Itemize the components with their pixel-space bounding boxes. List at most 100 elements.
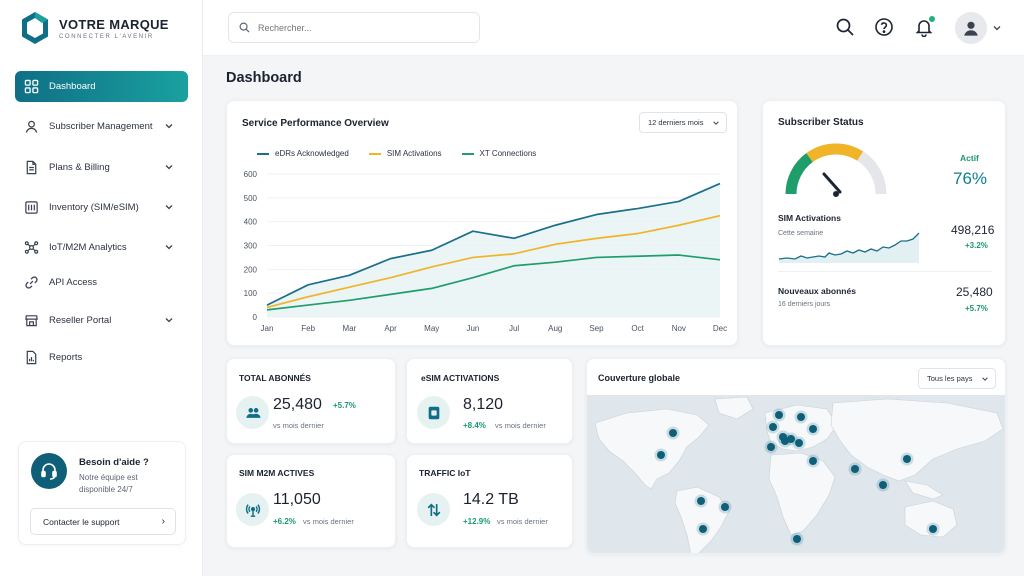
stat-sub: vs mois dernier xyxy=(497,517,548,526)
map-land-africa xyxy=(768,452,836,536)
world-coverage-map[interactable] xyxy=(587,395,1006,554)
help-icon[interactable] xyxy=(874,17,894,37)
sidebar-item-api-access[interactable]: API Access xyxy=(15,267,188,298)
brand-logo[interactable]: VOTRE MARQUE CONNECTER L'AVENIR xyxy=(20,11,169,45)
chevron-down-icon xyxy=(165,318,173,323)
antenna-icon xyxy=(236,493,269,526)
gauge-segment-green xyxy=(785,153,814,195)
legend-label: eDRs Acknowledged xyxy=(275,149,349,158)
sidebar-item-reseller-portal[interactable]: Reseller Portal xyxy=(15,305,188,336)
notifications-button[interactable] xyxy=(914,16,935,38)
coverage-point[interactable] xyxy=(769,423,777,431)
sidebar-item-dashboard[interactable]: Dashboard xyxy=(15,71,188,102)
divider xyxy=(778,271,992,272)
network-icon xyxy=(24,241,39,254)
country-filter-select[interactable]: Tous les pays xyxy=(918,368,996,389)
page-title: Dashboard xyxy=(226,70,302,86)
sidebar-item-inventory[interactable]: Inventory (SIM/eSIM) xyxy=(15,192,188,223)
report-icon xyxy=(26,350,37,365)
coverage-point[interactable] xyxy=(793,535,801,543)
stat-value: 14.2 TB xyxy=(463,491,519,508)
sidebar-item-label: Inventory (SIM/eSIM) xyxy=(49,202,139,213)
series-line-sim-activations xyxy=(266,214,721,309)
legend-item[interactable]: eDRs Acknowledged xyxy=(257,149,349,158)
contact-support-button[interactable]: Contacter le support › xyxy=(30,508,176,535)
x-tick-label: Aug xyxy=(548,324,562,333)
new-subscribers-sub: 16 derniers jours xyxy=(778,301,831,308)
coverage-point[interactable] xyxy=(809,425,817,433)
stat-value: 25,480 xyxy=(273,396,322,413)
coverage-point[interactable] xyxy=(809,457,817,465)
sim-activations-delta: +3.2% xyxy=(965,241,988,250)
chevron-down-icon[interactable] xyxy=(992,23,1002,33)
sidebar-item-plans-billing[interactable]: Plans & Billing xyxy=(15,152,188,183)
gauge-segment-yellow xyxy=(806,143,864,163)
coverage-title: Couverture globale xyxy=(598,373,681,383)
search-icon[interactable] xyxy=(835,17,855,37)
sim-activations-label: SIM Activations xyxy=(778,213,841,223)
map-land-asia xyxy=(830,398,1004,482)
sidebar-item-reports[interactable]: Reports xyxy=(15,342,188,373)
stat-delta: +6.2% xyxy=(273,517,296,526)
coverage-point[interactable] xyxy=(699,525,707,533)
legend-swatch xyxy=(368,152,381,155)
legend-swatch xyxy=(257,152,269,155)
users-icon xyxy=(236,396,269,429)
new-subscribers-label: Nouveaux abonnés xyxy=(778,286,856,296)
series-line-edrs-acknowledged xyxy=(266,182,721,306)
transfer-icon xyxy=(417,493,450,526)
x-tick-label: Dec xyxy=(713,324,727,333)
coverage-point[interactable] xyxy=(767,443,775,451)
coverage-point[interactable] xyxy=(879,481,887,489)
coverage-point[interactable] xyxy=(657,451,665,459)
map-land-north-america xyxy=(594,408,710,490)
coverage-card: Couverture globale Tous les pays xyxy=(586,358,1006,554)
help-card: Besoin d'aide ? Notre équipe est disponi… xyxy=(18,441,186,545)
sidebar-item-label: IoT/M2M Analytics xyxy=(49,242,127,253)
country-filter-value: Tous les pays xyxy=(927,374,973,383)
map-land-southeast-asia xyxy=(904,480,944,500)
y-tick-label: 200 xyxy=(244,265,258,274)
sidebar-item-subscriber-management[interactable]: Subscriber Management xyxy=(15,111,188,142)
stat-delta: +12.9% xyxy=(463,517,491,526)
sidebar-item-label: Reports xyxy=(49,352,83,363)
performance-title: Service Performance Overview xyxy=(242,118,389,129)
user-icon xyxy=(25,120,38,133)
active-value: 76% xyxy=(953,169,988,188)
coverage-point[interactable] xyxy=(721,503,729,511)
coverage-point[interactable] xyxy=(851,465,859,473)
search-box[interactable] xyxy=(228,12,480,43)
chevron-right-icon: › xyxy=(161,516,165,527)
sim-card-icon xyxy=(25,201,38,214)
coverage-point[interactable] xyxy=(903,455,911,463)
coverage-point[interactable] xyxy=(669,429,677,437)
legend-item[interactable]: SIM Activations xyxy=(368,149,442,158)
subscriber-status-title: Subscriber Status xyxy=(778,117,864,128)
coverage-point[interactable] xyxy=(929,525,937,533)
gauge-needle xyxy=(822,172,842,194)
y-tick-label: 500 xyxy=(244,194,258,203)
search-input[interactable] xyxy=(258,22,458,33)
stat-label: SIM M2M ACTIVES xyxy=(239,468,315,478)
coverage-point[interactable] xyxy=(697,497,705,505)
legend-item[interactable]: XT Connections xyxy=(461,149,536,158)
storefront-icon xyxy=(25,315,38,327)
period-select[interactable]: 12 derniers mois xyxy=(639,112,727,133)
y-tick-label: 600 xyxy=(244,170,258,179)
coverage-point[interactable] xyxy=(795,439,803,447)
new-subscribers-value: 25,480 xyxy=(956,285,993,299)
brand-name: VOTRE MARQUE xyxy=(59,16,169,32)
coverage-point[interactable] xyxy=(797,413,805,421)
coverage-point[interactable] xyxy=(775,411,783,419)
x-tick-label: Nov xyxy=(672,324,686,333)
x-tick-label: Jun xyxy=(466,324,479,333)
avatar[interactable] xyxy=(955,12,987,44)
sidebar-item-label: Dashboard xyxy=(49,81,96,92)
stat-delta: +5.7% xyxy=(333,401,356,410)
chart-legend: eDRs Acknowledged SIM Activations XT Conne… xyxy=(257,149,556,158)
sidebar-item-iot-analytics[interactable]: IoT/M2M Analytics xyxy=(15,232,188,263)
stat-label: eSIM ACTIVATIONS xyxy=(421,373,500,383)
notification-dot xyxy=(929,16,935,22)
sim-activations-value: 498,216 xyxy=(951,223,995,237)
coverage-point[interactable] xyxy=(781,437,789,445)
